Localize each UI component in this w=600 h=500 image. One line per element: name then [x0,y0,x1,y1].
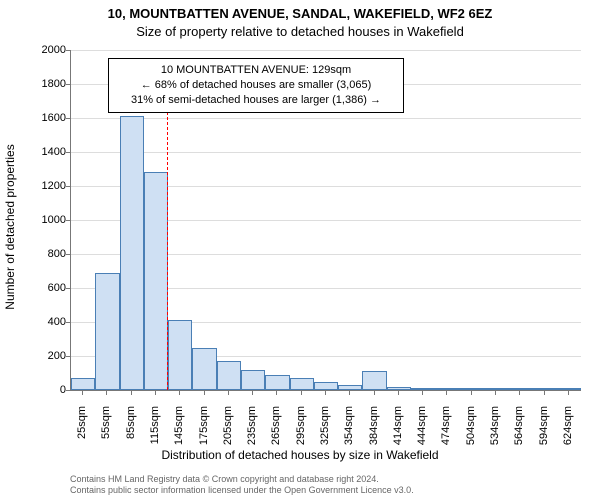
y-tick-mark [66,152,70,153]
y-tick-mark [66,390,70,391]
y-tick-mark [66,118,70,119]
x-tick-label: 175sqm [198,406,210,456]
x-tick-mark [228,391,229,395]
y-tick-label: 1200 [6,180,66,192]
x-tick-mark [204,391,205,395]
x-tick-label: 325sqm [319,406,331,456]
histogram-bar [265,375,289,390]
x-tick-label: 25sqm [76,406,88,456]
histogram-bar [532,388,556,390]
y-tick-label: 600 [6,282,66,294]
histogram-bar [168,320,192,390]
x-tick-label: 624sqm [562,406,574,456]
x-tick-mark [495,391,496,395]
callout-line-3: 31% of semi-detached houses are larger (… [115,93,397,108]
x-tick-label: 235sqm [246,406,258,456]
y-tick-mark [66,84,70,85]
x-tick-label: 594sqm [538,406,550,456]
gridline [71,118,581,119]
y-tick-label: 1800 [6,78,66,90]
x-tick-label: 474sqm [440,406,452,456]
x-tick-mark [374,391,375,395]
y-tick-mark [66,50,70,51]
histogram-bar [338,385,362,390]
x-tick-label: 504sqm [465,406,477,456]
histogram-bar [314,382,338,391]
x-tick-mark [276,391,277,395]
x-tick-label: 265sqm [270,406,282,456]
callout-line-2: ← 68% of detached houses are smaller (3,… [115,78,397,93]
x-tick-mark [349,391,350,395]
chart-title-address: 10, MOUNTBATTEN AVENUE, SANDAL, WAKEFIEL… [0,6,600,21]
y-tick-label: 2000 [6,44,66,56]
chart-subtitle: Size of property relative to detached ho… [0,24,600,39]
callout-line-1: 10 MOUNTBATTEN AVENUE: 129sqm [115,63,397,78]
histogram-bar [435,388,459,390]
property-marker-line [167,112,168,390]
y-tick-mark [66,288,70,289]
y-tick-mark [66,220,70,221]
histogram-bar [144,172,168,390]
chart-container: 10, MOUNTBATTEN AVENUE, SANDAL, WAKEFIEL… [0,0,600,500]
x-tick-mark [155,391,156,395]
y-tick-mark [66,186,70,187]
x-tick-mark [544,391,545,395]
y-tick-mark [66,254,70,255]
histogram-bar [192,348,216,391]
x-tick-label: 85sqm [125,406,137,456]
y-tick-label: 1400 [6,146,66,158]
histogram-bar [241,370,265,390]
x-tick-mark [82,391,83,395]
footer-line-1: Contains HM Land Registry data © Crown c… [70,474,580,485]
annotation-callout: 10 MOUNTBATTEN AVENUE: 129sqm ← 68% of d… [108,58,404,113]
y-tick-mark [66,356,70,357]
y-tick-mark [66,322,70,323]
histogram-bar [411,388,435,390]
x-tick-mark [252,391,253,395]
x-tick-mark [179,391,180,395]
x-tick-mark [471,391,472,395]
x-tick-mark [301,391,302,395]
histogram-bar [120,116,144,390]
gridline [71,50,581,51]
histogram-bar [362,371,386,390]
x-tick-label: 145sqm [173,406,185,456]
attribution-footer: Contains HM Land Registry data © Crown c… [70,474,580,497]
x-tick-mark [106,391,107,395]
histogram-bar [508,388,532,390]
x-tick-mark [446,391,447,395]
y-tick-label: 800 [6,248,66,260]
y-tick-label: 200 [6,350,66,362]
y-tick-label: 1600 [6,112,66,124]
histogram-bar [217,361,241,390]
y-tick-label: 0 [6,384,66,396]
x-tick-mark [398,391,399,395]
x-tick-label: 354sqm [343,406,355,456]
histogram-bar [557,388,581,390]
gridline [71,152,581,153]
x-tick-mark [131,391,132,395]
x-tick-mark [519,391,520,395]
histogram-bar [71,378,95,390]
x-tick-label: 414sqm [392,406,404,456]
histogram-bar [460,388,484,390]
x-tick-label: 55sqm [100,406,112,456]
footer-line-2: Contains public sector information licen… [70,485,580,496]
x-tick-mark [325,391,326,395]
histogram-bar [290,378,314,390]
histogram-bar [387,387,411,390]
x-tick-label: 115sqm [149,406,161,456]
x-tick-label: 295sqm [295,406,307,456]
histogram-bar [95,273,119,390]
y-tick-label: 400 [6,316,66,328]
x-tick-label: 564sqm [513,406,525,456]
histogram-bar [484,388,508,390]
x-tick-label: 534sqm [489,406,501,456]
y-tick-label: 1000 [6,214,66,226]
x-tick-label: 444sqm [416,406,428,456]
x-tick-label: 384sqm [368,406,380,456]
x-tick-label: 205sqm [222,406,234,456]
x-tick-mark [422,391,423,395]
x-tick-mark [568,391,569,395]
